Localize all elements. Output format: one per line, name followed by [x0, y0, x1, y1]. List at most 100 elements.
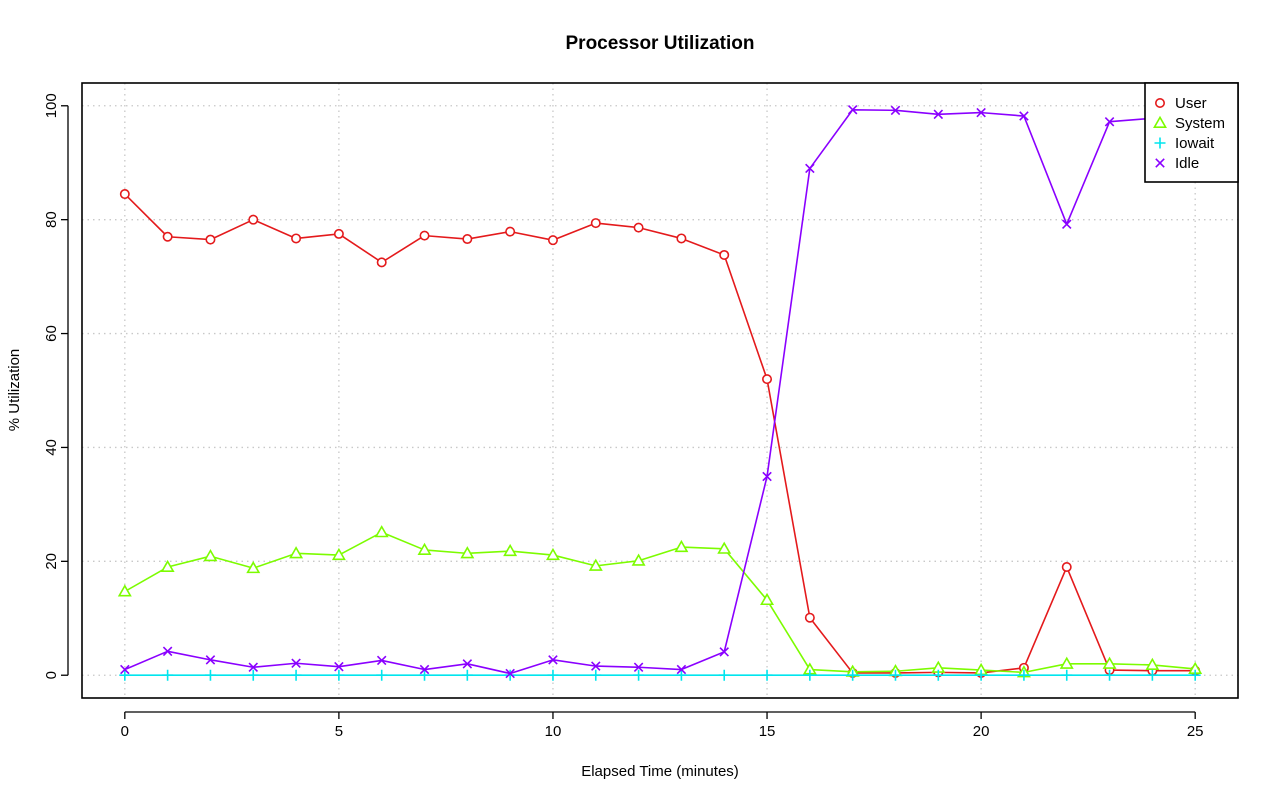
data-point-system [545, 547, 560, 561]
y-tick-label: 80 [43, 211, 60, 228]
data-point-iowait [718, 669, 730, 681]
series-iowait [119, 669, 1201, 681]
legend-box [1144, 82, 1239, 183]
data-point-iowait [461, 669, 473, 681]
data-point-iowait [547, 669, 559, 681]
data-point-iowait [290, 669, 302, 681]
data-series [117, 104, 1203, 681]
data-point-iowait [975, 669, 987, 681]
data-point-system [674, 539, 689, 553]
data-point-user [719, 249, 730, 260]
data-point-iowait [761, 669, 773, 681]
legend-marker-system [1153, 115, 1167, 128]
data-point-idle [462, 659, 473, 669]
legend-marker-idle [1155, 158, 1165, 168]
data-point-idle [1019, 111, 1029, 121]
data-point-iowait [1189, 669, 1201, 681]
data-point-idle [248, 662, 259, 673]
y-axis-label: % Utilization [6, 349, 23, 432]
series-user [119, 189, 1201, 678]
data-point-system [1059, 656, 1074, 669]
data-point-idle [890, 105, 901, 116]
data-point-iowait [633, 669, 645, 681]
data-point-system [246, 560, 261, 574]
data-point-user [590, 218, 601, 229]
data-point-user [205, 234, 216, 245]
legend-label-user: User [1175, 95, 1207, 112]
data-point-user [633, 222, 644, 233]
data-point-idle [505, 668, 515, 679]
data-point-user [505, 226, 516, 237]
y-tick-label: 20 [43, 553, 60, 570]
series-line-user [124, 193, 1196, 674]
data-point-iowait [590, 669, 602, 681]
data-point-idle [291, 658, 301, 669]
data-point-idle [847, 104, 858, 115]
data-point-idle [162, 646, 173, 657]
data-point-iowait [1104, 669, 1116, 681]
y-tick-label: 40 [43, 439, 60, 456]
data-point-user [462, 234, 473, 245]
x-tick-label: 15 [759, 723, 776, 740]
data-point-iowait [675, 669, 687, 681]
plot-area-border [81, 82, 1239, 699]
data-point-iowait [376, 669, 388, 681]
data-point-idle [762, 471, 772, 482]
grid-lines [82, 83, 1238, 698]
data-point-user [762, 374, 773, 385]
data-point-idle [205, 655, 216, 665]
data-point-idle [334, 661, 344, 672]
data-point-system [460, 546, 475, 559]
data-point-idle [805, 163, 815, 174]
legend-label-system: System [1175, 115, 1225, 132]
data-point-iowait [419, 669, 431, 681]
data-point-system [503, 543, 518, 557]
x-tick-label: 20 [973, 723, 990, 740]
data-point-system [374, 525, 389, 538]
data-point-iowait [847, 669, 859, 681]
data-point-iowait [804, 669, 816, 681]
data-point-idle [1104, 116, 1115, 127]
data-point-idle [120, 664, 130, 675]
data-point-idle [548, 655, 558, 665]
data-point-idle [376, 655, 387, 666]
data-point-user [376, 257, 387, 268]
data-point-system [631, 553, 646, 566]
axes: 0 5 10 15 20 25 0 20 40 60 80 100 [43, 93, 1204, 740]
data-point-user [162, 231, 173, 242]
y-tick-label: 60 [43, 325, 60, 342]
series-system [117, 525, 1203, 678]
data-point-idle [591, 661, 601, 671]
data-point-user [419, 230, 430, 241]
data-point-idle [676, 664, 687, 675]
x-tick-label: 0 [121, 723, 129, 740]
legend-marker-user [1155, 98, 1166, 109]
data-point-iowait [204, 669, 216, 681]
data-point-idle [419, 664, 430, 675]
data-point-iowait [932, 669, 944, 681]
data-point-idle [976, 107, 986, 118]
data-point-system [1102, 656, 1117, 669]
data-point-iowait [247, 669, 259, 681]
legend-item-user: User [1155, 95, 1207, 112]
legend-marker-iowait [1154, 137, 1166, 149]
data-point-iowait [162, 669, 174, 681]
data-point-user [804, 612, 815, 623]
data-point-user [547, 235, 558, 246]
data-point-system [588, 558, 603, 571]
x-tick-label: 25 [1187, 723, 1204, 740]
legend-label-iowait: Iowait [1175, 135, 1215, 152]
data-point-iowait [504, 669, 516, 681]
data-point-system [417, 542, 432, 555]
data-point-user [119, 189, 130, 200]
data-point-system [117, 584, 132, 597]
x-tick-label: 5 [335, 723, 343, 740]
data-point-user [333, 228, 344, 239]
data-point-system [289, 546, 304, 559]
data-point-idle [719, 647, 729, 657]
legend: User System Iowait Idle [1144, 82, 1239, 183]
legend-item-idle: Idle [1155, 155, 1199, 172]
data-point-iowait [1061, 669, 1073, 681]
data-point-system [203, 548, 218, 562]
